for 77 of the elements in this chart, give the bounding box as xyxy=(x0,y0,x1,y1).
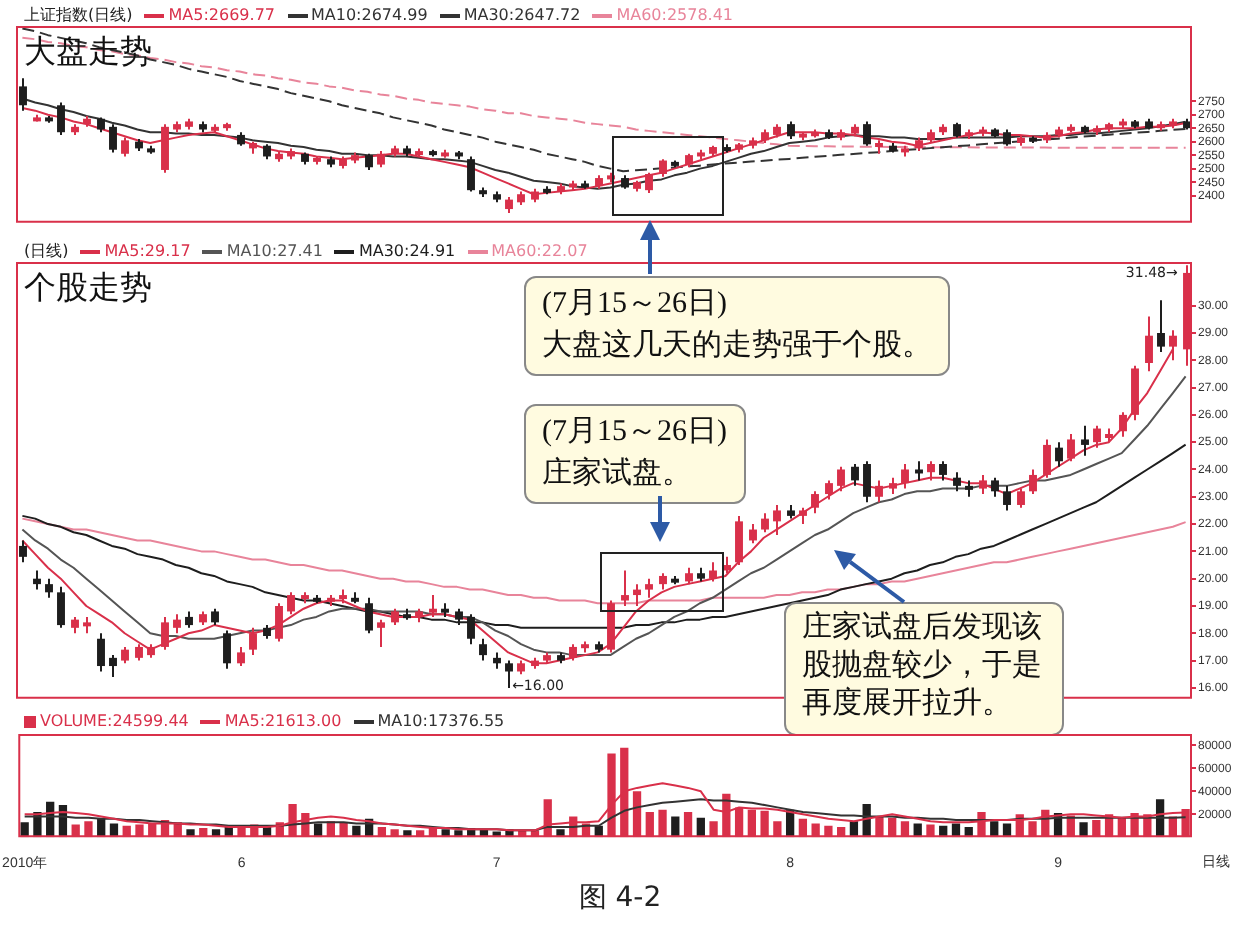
candlestick xyxy=(1081,424,1089,457)
candlestick xyxy=(749,523,757,545)
candlestick xyxy=(249,626,257,657)
legend-label: VOLUME:24599.44 xyxy=(40,712,189,730)
candlestick xyxy=(1017,487,1025,509)
legend-label: MA30:2647.72 xyxy=(463,6,581,24)
candlestick xyxy=(851,463,859,487)
candlestick xyxy=(377,618,385,648)
candlestick xyxy=(901,463,909,490)
candlestick xyxy=(875,479,883,504)
candlestick xyxy=(761,512,769,534)
candlestick xyxy=(953,471,961,493)
candlestick xyxy=(991,476,999,498)
candlestick xyxy=(33,569,41,591)
bar xyxy=(1079,822,1088,838)
candlestick xyxy=(735,514,743,567)
candlestick xyxy=(825,479,833,501)
candlestick xyxy=(1043,438,1051,479)
candlestick xyxy=(505,659,513,689)
candlestick xyxy=(621,569,629,607)
legend-label: MA30:24.91 xyxy=(358,242,456,260)
candlestick xyxy=(915,460,923,482)
legend-label: MA5:29.17 xyxy=(104,242,191,260)
candlestick xyxy=(121,136,129,158)
candlestick xyxy=(109,123,117,154)
candlestick xyxy=(19,77,27,112)
candlestick xyxy=(863,120,871,147)
chart-title: 个股走势 xyxy=(24,268,152,310)
candlestick xyxy=(45,577,53,599)
candlestick xyxy=(607,599,615,654)
legend-label: MA60:22.07 xyxy=(491,242,588,260)
candlestick xyxy=(1119,411,1127,438)
candlestick xyxy=(773,503,781,536)
annotation: (7月15～26日) 大盘这几天的走势强于个股。 xyxy=(524,276,950,376)
candlestick xyxy=(287,591,295,616)
candlestick xyxy=(939,460,947,482)
candlestick xyxy=(1093,424,1101,449)
candlestick xyxy=(633,583,641,607)
candlestick xyxy=(1003,484,1011,512)
candlestick xyxy=(709,561,717,583)
annotation: 庄家试盘后发现该股抛盘较少，于是再度展开拉升。 xyxy=(784,602,1063,736)
candlestick xyxy=(19,539,27,564)
legend-label: MA10:27.41 xyxy=(226,242,323,260)
candlestick xyxy=(479,637,487,662)
candlestick xyxy=(1029,468,1037,496)
candlestick xyxy=(467,155,475,193)
candlestick xyxy=(1145,315,1153,373)
legend-label: MA5:21613.00 xyxy=(224,712,342,730)
candlestick xyxy=(1157,299,1165,354)
candlestick xyxy=(237,645,245,668)
candlestick xyxy=(927,460,935,482)
caption: 图 4-2 xyxy=(576,880,664,916)
candlestick xyxy=(645,577,653,599)
candlestick xyxy=(109,654,117,678)
candlestick xyxy=(811,490,819,515)
candlestick xyxy=(161,615,169,651)
candlestick xyxy=(57,101,65,136)
candlestick xyxy=(429,594,437,618)
legend-label: MA60:2578.41 xyxy=(616,6,734,24)
chart-subtitle: (日线) xyxy=(24,240,69,262)
candlestick xyxy=(1055,441,1063,468)
candlestick xyxy=(97,632,105,673)
candlestick xyxy=(979,473,987,496)
candlestick xyxy=(57,585,65,629)
candlestick xyxy=(863,460,871,504)
candlestick xyxy=(223,629,231,670)
chart-subtitle: 上证指数(日线) xyxy=(24,4,133,26)
candlestick xyxy=(173,613,181,635)
legend-label: MA10:17376.55 xyxy=(377,712,505,730)
annotation: (7月15～26日) 庄家试盘。 xyxy=(524,404,745,504)
legend-label: MA10:2674.99 xyxy=(311,6,428,24)
legend-label: MA5:2669.77 xyxy=(168,6,275,24)
candlestick xyxy=(1131,364,1139,422)
candlestick xyxy=(837,465,845,493)
candlestick xyxy=(1067,432,1075,463)
candlestick xyxy=(275,602,283,643)
candlestick xyxy=(161,123,169,174)
